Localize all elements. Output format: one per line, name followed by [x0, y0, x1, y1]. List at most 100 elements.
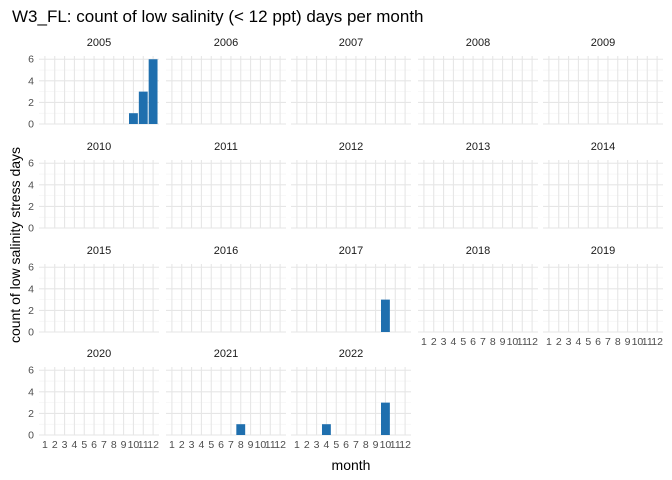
- x-tick-label: 11: [517, 336, 528, 348]
- x-tick-label: 12: [399, 439, 411, 451]
- y-tick-label: 6: [28, 54, 34, 66]
- facet-strip-label: 2015: [87, 245, 111, 257]
- y-tick-label: 2: [28, 201, 34, 213]
- x-tick-label: 6: [470, 336, 476, 348]
- y-tick-label: 6: [28, 262, 34, 274]
- bar-2005-month-12: [148, 59, 158, 124]
- facet-strip-label: 2011: [214, 141, 238, 153]
- chart-title: W3_FL: count of low salinity (< 12 ppt) …: [12, 7, 424, 26]
- facet-panel-2016: 2016: [166, 245, 286, 333]
- y-tick-label: 6: [28, 365, 34, 377]
- x-tick-label: 3: [566, 336, 572, 348]
- facet-panel-2014: 2014: [543, 141, 663, 229]
- facet-panel-2007: 2007: [291, 37, 411, 125]
- facet-strip-label: 2006: [214, 37, 238, 49]
- x-tick-label: 2: [431, 336, 437, 348]
- x-tick-label: 11: [138, 439, 149, 451]
- x-tick-label: 5: [333, 439, 339, 451]
- y-tick-label: 4: [28, 179, 34, 191]
- x-tick-label: 6: [343, 439, 349, 451]
- x-tick-label: 7: [605, 336, 611, 348]
- facet-panel-2012: 2012: [291, 141, 411, 229]
- x-tick-label: 7: [480, 336, 486, 348]
- x-tick-label: 9: [625, 336, 631, 348]
- bar-2005-month-11: [138, 91, 148, 124]
- x-tick-label: 1: [169, 439, 175, 451]
- x-tick-label: 2: [52, 439, 58, 451]
- x-tick-label: 4: [450, 336, 456, 348]
- y-tick-label: 4: [28, 386, 34, 398]
- x-tick-label: 4: [71, 439, 77, 451]
- x-tick-label: 12: [274, 439, 286, 451]
- y-tick-label: 0: [28, 223, 34, 235]
- x-tick-label: 11: [265, 439, 276, 451]
- x-tick-label: 6: [218, 439, 224, 451]
- bar-2022-month-4: [321, 424, 331, 435]
- facet-strip-label: 2005: [87, 37, 111, 49]
- facet-panel-2015: 2015 0 2 4 6: [28, 245, 159, 339]
- facet-strip-label: 2014: [591, 141, 615, 153]
- x-tick-label: 8: [111, 439, 117, 451]
- x-tick-label: 9: [248, 439, 254, 451]
- bar-2005-month-10: [129, 113, 138, 124]
- x-tick-label: 9: [373, 439, 379, 451]
- y-axis-title: count of low salinity stress days: [7, 147, 23, 343]
- facet-panel-2010: 2010 0 2 4 6: [28, 141, 159, 235]
- x-tick-label: 7: [228, 439, 234, 451]
- y-tick-label: 4: [28, 75, 34, 87]
- x-tick-label: 4: [323, 439, 329, 451]
- facet-strip-label: 2010: [87, 141, 111, 153]
- facet-strip-label: 2013: [466, 141, 490, 153]
- y-tick-label: 0: [28, 119, 34, 131]
- facet-panel-2011: 2011: [166, 141, 286, 229]
- x-tick-label: 8: [490, 336, 496, 348]
- x-tick-label: 5: [460, 336, 466, 348]
- facet-strip-label: 2012: [339, 141, 363, 153]
- x-tick-label: 4: [198, 439, 204, 451]
- facet-strip-label: 2009: [591, 37, 615, 49]
- x-tick-label: 1: [42, 439, 48, 451]
- x-tick-label: 2: [304, 439, 310, 451]
- x-tick-label: 9: [121, 439, 127, 451]
- facet-panel-2005: 2005 0 2 4 6: [28, 37, 159, 131]
- x-tick-label: 6: [595, 336, 601, 348]
- x-tick-label: 1: [421, 336, 427, 348]
- bar-2021-month-8: [236, 424, 246, 435]
- x-tick-label: 10: [632, 336, 644, 348]
- x-tick-label: 1: [294, 439, 300, 451]
- facet-panel-2008: 2008: [418, 37, 538, 125]
- x-tick-label: 4: [575, 336, 581, 348]
- facet-strip-label: 2022: [339, 348, 363, 360]
- x-tick-label: 10: [507, 336, 519, 348]
- x-tick-label: 5: [585, 336, 591, 348]
- x-tick-label: 8: [238, 439, 244, 451]
- x-tick-label: 10: [128, 439, 140, 451]
- bar-2022-month-10: [381, 402, 390, 435]
- y-tick-label: 0: [28, 430, 34, 442]
- x-tick-label: 5: [208, 439, 214, 451]
- x-tick-label: 3: [441, 336, 447, 348]
- x-tick-label: 11: [642, 336, 653, 348]
- x-tick-label: 12: [526, 336, 538, 348]
- x-tick-label: 1: [546, 336, 552, 348]
- x-tick-label: 8: [363, 439, 369, 451]
- x-tick-label: 3: [189, 439, 195, 451]
- x-tick-label: 7: [101, 439, 107, 451]
- facet-panel-2009: 2009: [543, 37, 663, 125]
- facet-panel-2017: 2017: [291, 245, 411, 333]
- y-tick-label: 4: [28, 283, 34, 295]
- x-tick-label: 10: [255, 439, 267, 451]
- x-tick-label: 2: [179, 439, 185, 451]
- x-tick-label: 3: [314, 439, 320, 451]
- x-axis-title: month: [332, 457, 371, 473]
- x-tick-label: 7: [353, 439, 359, 451]
- x-tick-label: 10: [380, 439, 392, 451]
- facet-strip-label: 2021: [214, 348, 238, 360]
- facet-panel-2013: 2013: [418, 141, 538, 229]
